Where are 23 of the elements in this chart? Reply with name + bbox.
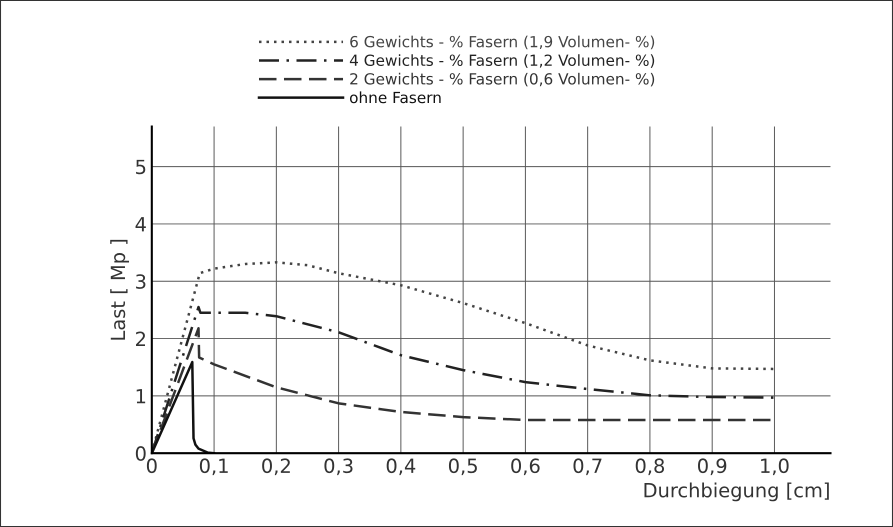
x-tick-label: 0,2 — [262, 458, 290, 476]
x-tick-label: 1,0 — [761, 458, 789, 476]
y-tick-label: 0 — [136, 446, 146, 461]
text: 6 Gewichts - % Fasern (1,9 Volumen- %) — [350, 36, 654, 50]
x-axis-title: Durchbiegung [cm] — [644, 482, 829, 502]
x-tick-label: 0,9 — [698, 458, 726, 476]
y-tick-label: 1 — [136, 389, 146, 404]
x-tick-label: 0,3 — [324, 458, 353, 476]
x-tick-label: 0,8 — [636, 458, 664, 476]
y-tick-label: 4 — [136, 217, 146, 232]
x-tick-label: 0,5 — [448, 458, 477, 476]
y-tick-label: 3 — [136, 274, 146, 289]
text: ohne Fasern — [350, 91, 441, 104]
text: 4 Gewichts - % Fasern (1,2 Volumen- %) — [350, 54, 654, 68]
y-axis-title: Last [ Mp ] — [110, 240, 130, 340]
text: 2 Gewichts - % Fasern (0,6 Volumen- %) — [350, 72, 654, 86]
x-tick-label: 0,6 — [511, 458, 540, 476]
y-tick-label: 5 — [136, 160, 146, 174]
x-tick-label: 0,7 — [573, 458, 602, 476]
x-tick-label: 0,4 — [386, 458, 416, 476]
y-tick-label: 2 — [136, 332, 145, 346]
x-tick-label: 0,1 — [200, 458, 228, 476]
x-tick-label: 0 — [146, 458, 157, 474]
